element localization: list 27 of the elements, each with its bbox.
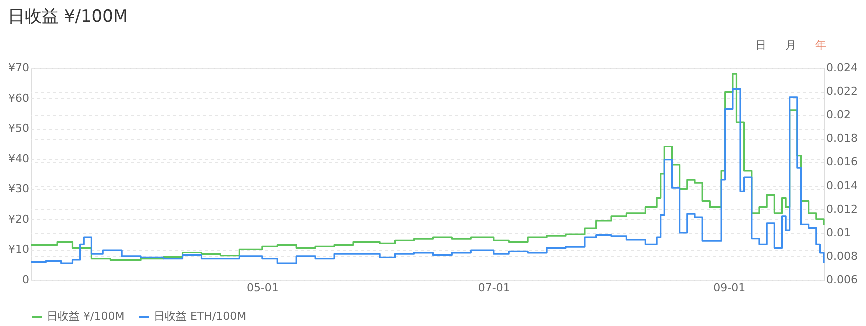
text: 年 (816, 39, 826, 52)
legend-label: 日收益 ¥/100M (47, 310, 125, 323)
y-tick-label: ¥20 (8, 212, 30, 226)
y2-tick-label: 0.018 (826, 132, 858, 146)
y2-tick-label: 0.006 (826, 274, 858, 286)
y-tick-label: ¥60 (8, 92, 30, 105)
y2-tick-label: 0.014 (826, 179, 858, 192)
x-tick-label: 09-01 (714, 282, 746, 294)
legend-label: 日收益 ETH/100M (154, 310, 247, 323)
y-tick-label: ¥50 (8, 122, 30, 136)
y2-tick-label: 0.024 (826, 62, 858, 74)
y-tick-label: ¥10 (8, 243, 30, 256)
y-tick-label: ¥70 (8, 62, 30, 74)
x-tick-label: 07-01 (478, 282, 510, 294)
y-tick-label: ¥30 (8, 182, 30, 196)
text: 月 (786, 39, 796, 52)
y-tick-label: ¥40 (8, 152, 30, 166)
y2-tick-label: 0.012 (826, 202, 858, 216)
y2-tick-label: 0.016 (826, 156, 858, 169)
chart-title: 日收益 ¥/100M (8, 7, 128, 27)
y2-tick-label: 0.008 (826, 250, 858, 263)
y2-tick-label: 0.02 (826, 108, 851, 122)
x-tick-label: 05-01 (246, 282, 279, 294)
y2-tick-label: 0.022 (826, 85, 858, 98)
text: 日 (756, 39, 766, 52)
y2-tick-label: 0.01 (826, 226, 851, 240)
y-tick-label: 0 (22, 274, 30, 286)
